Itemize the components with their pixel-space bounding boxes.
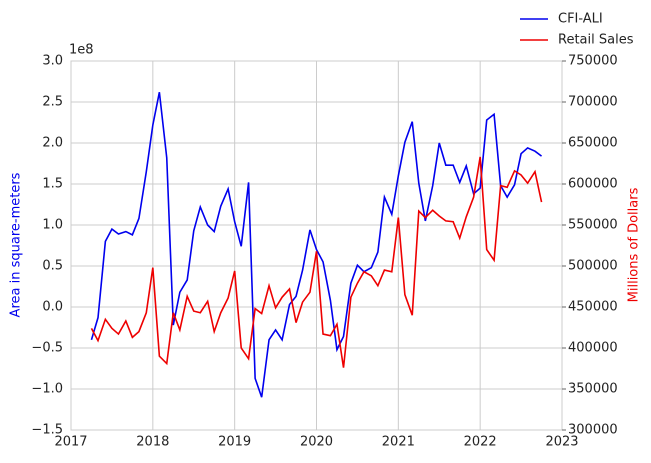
y2-tick-label: 750000 (568, 54, 618, 69)
y-tick-label: 0.5 (42, 259, 63, 274)
x-tick-label: 2021 (382, 435, 415, 450)
y-tick-label: 2.0 (42, 136, 63, 151)
x-tick-label: 2022 (464, 435, 497, 450)
y2-tick-label: 300000 (568, 423, 618, 438)
x-tick-label: 2023 (545, 435, 578, 450)
x-tick-label: 2020 (300, 435, 333, 450)
axis-offset-label: 1e8 (69, 43, 94, 58)
y2-tick-label: 400000 (568, 341, 618, 356)
y2-tick-label: 700000 (568, 95, 618, 110)
legend-label: Retail Sales (558, 33, 634, 48)
y-tick-label: 0.0 (42, 300, 63, 315)
y-tick-label: 2.5 (42, 95, 63, 110)
y2-tick-label: 550000 (568, 218, 618, 233)
y2-tick-label: 450000 (568, 300, 618, 315)
y2-tick-label: 650000 (568, 136, 618, 151)
y-axis-label: Area in square-meters (9, 172, 24, 317)
y-tick-label: −0.5 (31, 341, 63, 356)
y-tick-label: −1.5 (31, 423, 63, 438)
x-tick-label: 2017 (54, 435, 87, 450)
y-tick-label: 1.5 (42, 177, 63, 192)
y-tick-label: 1.0 (42, 218, 63, 233)
y2-axis-label: Millions of Dollars (627, 187, 642, 302)
legend-label: CFI-ALI (558, 12, 603, 27)
x-tick-label: 2019 (218, 435, 251, 450)
y2-tick-label: 350000 (568, 382, 618, 397)
y2-tick-label: 500000 (568, 259, 618, 274)
x-tick-label: 2018 (136, 435, 169, 450)
y2-tick-label: 600000 (568, 177, 618, 192)
data-line (90, 92, 543, 398)
y-tick-label: −1.0 (31, 382, 63, 397)
y-tick-label: 3.0 (42, 54, 63, 69)
data-line (90, 156, 543, 368)
